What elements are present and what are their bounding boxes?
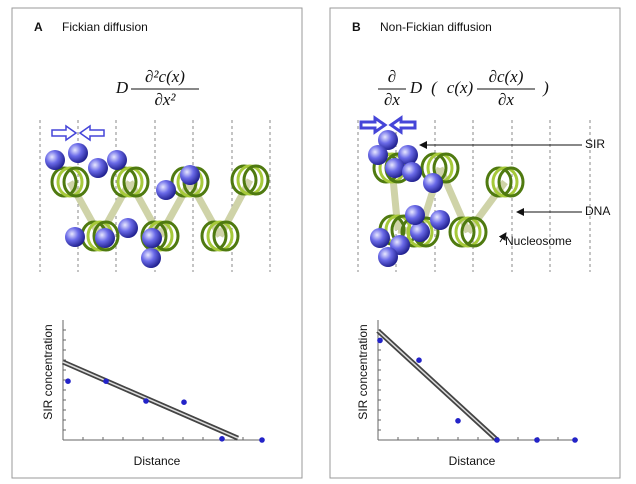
- data-point: [181, 399, 187, 406]
- nucleosome: [200, 220, 228, 252]
- nucleosome: [116, 166, 144, 198]
- equation-denominator: ∂x: [498, 90, 514, 109]
- nucleosome: [497, 166, 525, 198]
- nucleosome: [212, 220, 240, 252]
- annotation-arrow: [498, 232, 507, 243]
- nucleosome: [62, 166, 90, 198]
- data-point: [377, 337, 383, 344]
- sir-protein: [156, 180, 176, 200]
- sir-protein: [45, 150, 65, 170]
- data-point: [534, 437, 540, 443]
- sir-protein: [141, 248, 161, 268]
- data-point: [143, 398, 149, 404]
- nucleosome: [230, 164, 258, 196]
- sir-protein: [68, 143, 88, 163]
- equation-denominator: ∂x²: [154, 90, 176, 109]
- diffusion-arrow: [388, 115, 417, 135]
- sir-protein: [95, 228, 115, 248]
- data-point: [219, 436, 225, 442]
- annotation-label: SIR: [585, 137, 605, 151]
- data-point: [494, 437, 500, 443]
- sir-protein: [402, 162, 422, 182]
- data-point: [259, 437, 265, 443]
- equation-numerator: ∂²c(x): [145, 67, 185, 86]
- sir-protein: [65, 227, 85, 247]
- data-point: [455, 418, 461, 424]
- nucleosome: [236, 164, 264, 196]
- x-axis-label: Distance: [134, 454, 181, 468]
- dna-strand: [465, 179, 508, 235]
- fit-line-core: [62, 361, 239, 439]
- diffusion-arrow: [51, 124, 78, 142]
- sir-protein: [368, 145, 388, 165]
- x-axis-label: Distance: [449, 454, 496, 468]
- sir-protein: [180, 165, 200, 185]
- panel-frame: [329, 7, 621, 479]
- nucleosome: [206, 220, 234, 252]
- equation-term: (: [431, 78, 438, 97]
- equation-term: c(x): [447, 78, 474, 97]
- nucleosome: [92, 220, 120, 252]
- sir-protein: [398, 145, 418, 165]
- data-point: [572, 437, 578, 443]
- y-axis-label: SIR concentration: [41, 324, 55, 419]
- sir-protein: [423, 173, 443, 193]
- nucleosome: [485, 166, 513, 198]
- sir-protein: [142, 228, 162, 248]
- sir-protein: [378, 130, 398, 150]
- data-point: [416, 357, 422, 364]
- nucleosome: [460, 216, 488, 248]
- nucleosome: [491, 166, 519, 198]
- sir-protein: [405, 205, 425, 225]
- y-axis-label: SIR concentration: [356, 324, 370, 419]
- dna-strand: [436, 166, 472, 234]
- equation-term: D: [409, 78, 423, 97]
- equation-numerator: ∂: [388, 67, 396, 86]
- sir-protein: [410, 222, 430, 242]
- equation-term: ): [542, 78, 549, 97]
- sir-protein: [378, 247, 398, 267]
- equation-numerator: ∂c(x): [489, 67, 524, 86]
- nucleosome: [56, 166, 84, 198]
- sir-protein: [370, 228, 390, 248]
- nucleosome: [448, 216, 476, 248]
- panel-title: Non-Fickian diffusion: [380, 20, 492, 34]
- nucleosome: [454, 216, 482, 248]
- dna-strand: [216, 178, 254, 238]
- fit-line-core: [377, 330, 498, 441]
- annotation-label: DNA: [585, 204, 610, 218]
- panel-label: A: [34, 20, 43, 34]
- nucleosome: [110, 166, 138, 198]
- data-point: [103, 378, 109, 385]
- nucleosome: [122, 166, 150, 198]
- equation-denominator: ∂x: [384, 90, 400, 109]
- panel-frame: [11, 7, 303, 479]
- sir-protein: [430, 210, 450, 230]
- diffusion-arrow: [78, 124, 105, 142]
- panel-title: Fickian diffusion: [62, 20, 148, 34]
- annotation-label: Nucleosome: [505, 234, 572, 248]
- sir-protein: [88, 158, 108, 178]
- equation-term: D: [115, 78, 129, 97]
- sir-protein: [385, 158, 405, 178]
- diffusion-arrow: [359, 115, 388, 135]
- data-point: [65, 378, 71, 385]
- nucleosome: [432, 152, 460, 184]
- nucleosome: [242, 164, 270, 196]
- panel-label: B: [352, 20, 361, 34]
- sir-protein: [118, 218, 138, 238]
- sir-protein: [107, 150, 127, 170]
- nucleosome: [50, 166, 78, 198]
